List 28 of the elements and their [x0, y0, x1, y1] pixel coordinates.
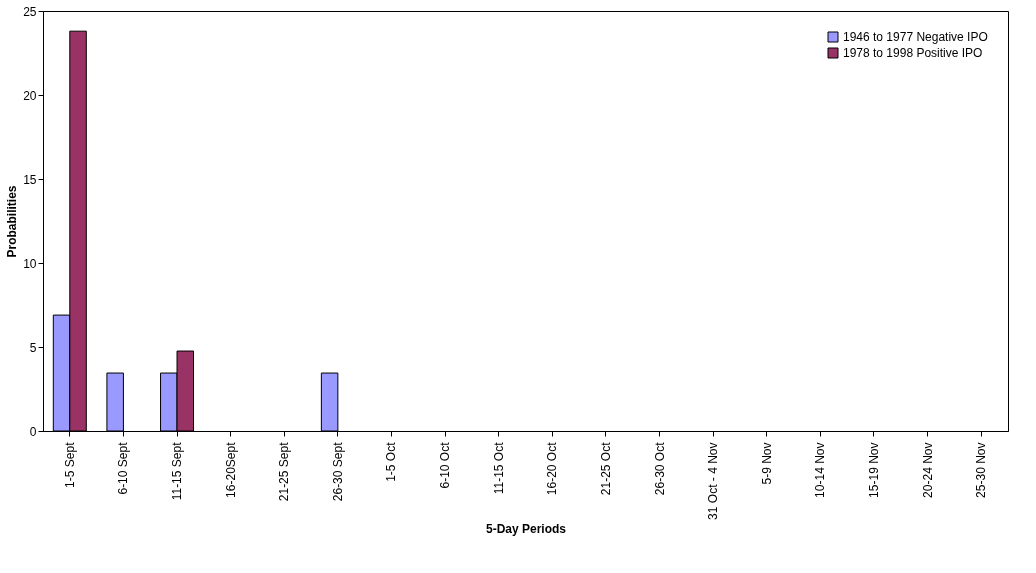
x-tick-label: 1-5 Oct	[384, 441, 399, 482]
y-tick-label: 5	[29, 340, 37, 355]
legend-label: 1978 to 1998 Positive IPO	[843, 46, 983, 60]
x-tick-label: 21-25 Sept	[277, 441, 292, 502]
y-tick-label: 15	[23, 172, 37, 187]
x-tick-label: 31 Oct - 4 Nov	[706, 442, 721, 520]
x-tick-label: 25-30 Nov	[974, 442, 989, 498]
x-tick-label: 1-5 Sept	[62, 441, 77, 488]
x-tick-label: 20-24 Nov	[920, 442, 935, 498]
y-tick-label: 10	[23, 256, 37, 271]
x-tick-label: 16-20 Oct	[545, 441, 560, 496]
y-axis-title: Probabilities	[5, 185, 20, 258]
y-tick-label: 25	[23, 4, 37, 19]
legend-label: 1946 to 1977 Negative IPO	[843, 30, 988, 44]
x-tick-label: 11-15 Sept	[170, 441, 185, 501]
x-tick-label: 16-20Sept	[223, 441, 238, 498]
y-tick-label: 0	[29, 424, 37, 439]
x-tick-label: 6-10 Oct	[438, 441, 453, 489]
x-tick-label: 6-10 Sept	[116, 441, 131, 495]
x-tick-label: 21-25 Oct	[598, 441, 613, 496]
x-axis-title: 5-Day Periods	[485, 521, 567, 536]
x-tick-label: 15-19 Nov	[866, 442, 881, 498]
x-tick-label: 5-9 Nov	[759, 442, 774, 485]
x-tick-label: 26-30 Sept	[330, 441, 345, 502]
x-tick-label: 10-14 Nov	[813, 442, 828, 498]
x-tick-label: 26-30 Oct	[652, 441, 667, 496]
x-tick-label: 11-15 Oct	[491, 441, 506, 495]
y-tick-label: 20	[23, 88, 37, 103]
